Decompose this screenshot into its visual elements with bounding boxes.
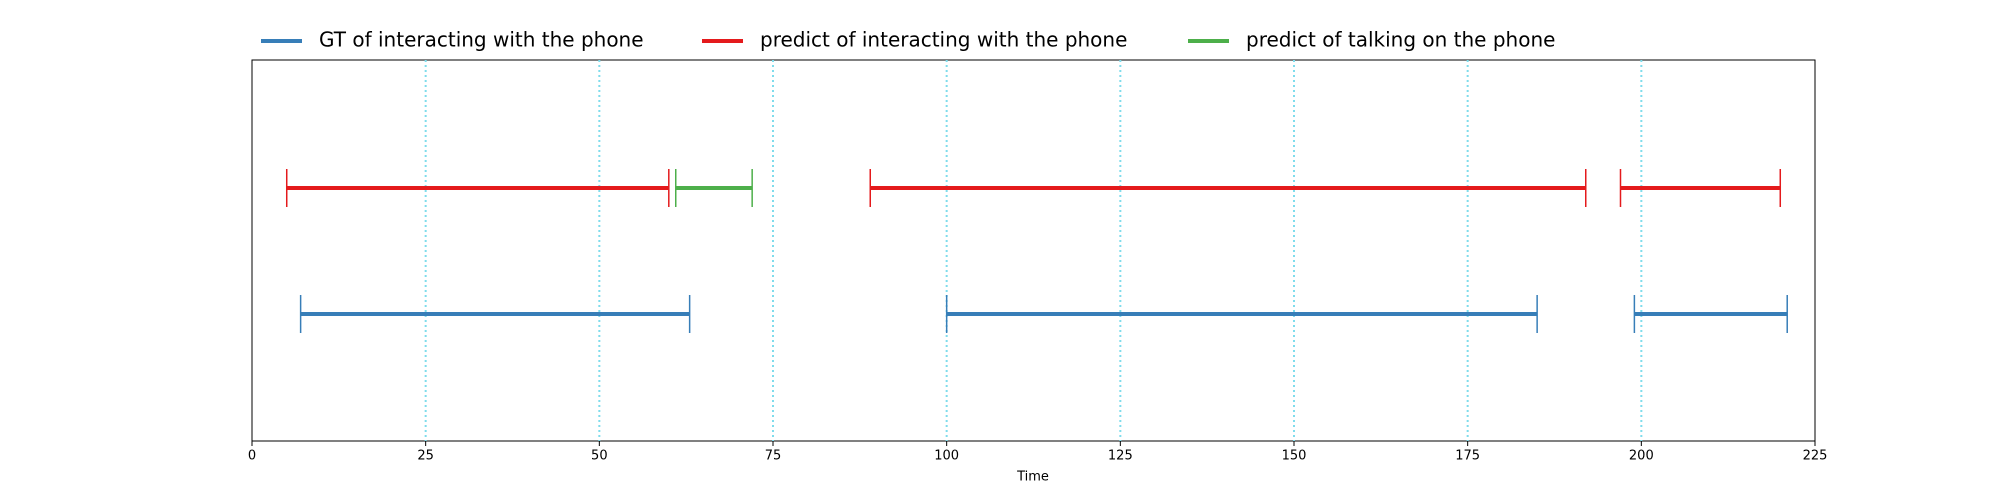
- x-tick-label: 50: [591, 449, 608, 464]
- x-axis-label: Time: [1016, 470, 1049, 485]
- plot-frame: [251, 59, 1816, 442]
- legend-label: GT of interacting with the phone: [319, 28, 644, 52]
- x-tick-label: 100: [934, 449, 959, 464]
- x-tick-label: 25: [417, 449, 434, 464]
- x-tick-label: 0: [248, 449, 256, 464]
- legend-label: predict of talking on the phone: [1246, 28, 1555, 52]
- x-tick-label: 225: [1803, 449, 1828, 464]
- legend-label: predict of interacting with the phone: [760, 28, 1127, 52]
- x-tick-label: 150: [1282, 449, 1307, 464]
- x-tick-label: 175: [1455, 449, 1480, 464]
- x-tick-label: 200: [1629, 449, 1654, 464]
- x-tick-label: 125: [1108, 449, 1133, 464]
- x-tick-label: 75: [765, 449, 782, 464]
